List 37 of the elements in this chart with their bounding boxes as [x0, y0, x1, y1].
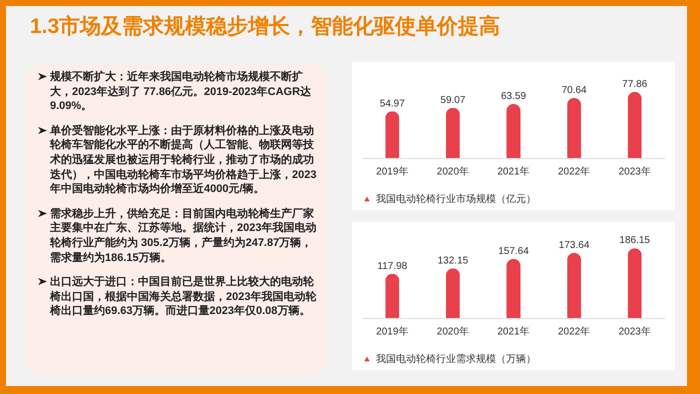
- bar: [628, 248, 642, 318]
- x-tick-label: 2022年: [558, 166, 590, 178]
- x-tick-label: 2021年: [497, 166, 530, 178]
- bar: [385, 274, 400, 318]
- text: 出口远大于进口：中国目前已是世界上比较大的电动轮椅出口国，根据中国海关总署数据，2023年我国电动轮椅出口量约69.63万辆。而进口量2023年仅0.08万辆。: [48, 275, 318, 319]
- x-tick-label: 2021年: [497, 326, 530, 338]
- x-tick-label: 2022年: [558, 326, 590, 338]
- data-label: 77.86: [622, 78, 648, 90]
- data-label: 157.64: [498, 246, 530, 257]
- text: 1.3市场及需求规模稳步增长，智能化驱使单价提高: [30, 14, 500, 40]
- data-label: 70.64: [562, 84, 588, 96]
- text: 需求稳步上升，供给充足：目前国内电动轮椅生产厂家主要集中在广东、江苏等地。据统计，2023年我国电动轮椅行业产能约为 305.2万辆，产量约为247.87万辆，需求量约为186.15万辆。: [48, 206, 318, 266]
- data-label: 132.15: [438, 255, 469, 266]
- x-tick-label: 2023年: [618, 166, 651, 178]
- data-label: 117.98: [377, 260, 408, 272]
- data-label: 59.07: [440, 94, 466, 106]
- x-tick-label: 2023年: [618, 326, 651, 338]
- bar: [506, 258, 520, 318]
- bar: [446, 268, 460, 318]
- x-tick-label: 2020年: [436, 166, 470, 178]
- bar: [506, 104, 520, 158]
- legend-label: 我国电动轮椅行业需求规模（万辆）: [376, 353, 536, 365]
- x-tick-label: 2020年: [436, 326, 470, 338]
- bar: [567, 98, 582, 158]
- x-tick-label: 2019年: [376, 166, 408, 178]
- data-label: 186.15: [619, 235, 650, 246]
- bar: [385, 111, 400, 158]
- text: 规模不断扩大：近年来我国电动轮椅市场规模不断扩大，2023年达到了 77.86亿元。2019-2023年CAGR达9.09%。: [48, 70, 312, 114]
- data-label: 54.97: [380, 98, 406, 110]
- text: 单价受智能化水平上涨：由于原材料价格的上涨及电动轮椅车智能化水平的不断提高（人工智能、物联网等技术的迅猛发展也被运用于轮椅行业，推动了市场的成功迭代），中国电动轮椅车市场平均价格趋于上涨，2023年中国电动轮椅市场均价增至近4000元/辆。: [48, 124, 318, 197]
- x-tick-label: 2019年: [376, 326, 408, 338]
- bar: [567, 252, 582, 318]
- data-label: 173.64: [558, 240, 590, 251]
- legend-label: 我国电动轮椅行业市场规模（亿元）: [376, 193, 536, 205]
- bar: [628, 92, 642, 158]
- data-label: 63.59: [500, 90, 526, 102]
- bar: [446, 108, 460, 158]
